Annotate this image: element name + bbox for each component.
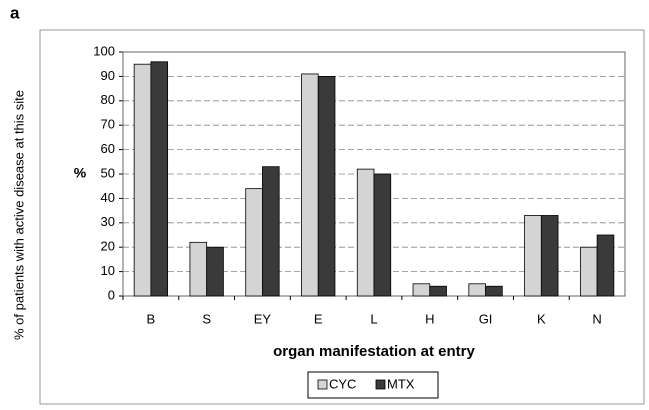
y-tick-label: 10 [101,263,115,278]
panel-label: a [10,3,20,22]
bar [150,61,169,297]
x-tick-label: E [314,311,323,326]
y-tick-label: 50 [101,165,115,180]
x-tick-label: L [370,311,377,326]
y-axis-unit: % [74,165,87,181]
bar [317,76,336,297]
y-tick-label: 20 [101,239,115,254]
x-tick-label: K [537,311,546,326]
bar [133,63,152,297]
legend-swatch [317,379,328,390]
y-tick-label: 90 [101,68,115,83]
bar [356,168,375,297]
legend-label: CYC [329,376,356,391]
x-tick-label: B [147,311,156,326]
bar [540,215,559,297]
bar [206,246,224,297]
bar [189,241,208,297]
x-tick-label: S [202,311,211,326]
x-tick-label: EY [254,311,272,326]
legend [307,371,439,399]
y-tick-label: 0 [108,287,115,302]
y-tick-label: 30 [101,214,115,229]
x-tick-label: H [425,311,434,326]
x-tick-label: N [592,311,601,326]
bar [579,246,598,297]
y-tick-label: 40 [101,190,115,205]
bar [245,188,263,297]
bar [301,73,319,297]
y-tick-label: 60 [101,141,115,156]
bar [429,285,447,297]
y-tick-label: 80 [101,92,115,107]
x-axis-title: organ manifestation at entry [273,343,475,360]
bar [485,285,503,297]
bar [524,215,542,297]
bar [468,283,486,297]
bar [412,283,431,297]
y-axis-title: % of patients with active disease at thi… [11,90,26,340]
bar [596,234,615,297]
legend-label: MTX [387,376,415,391]
bar [373,173,392,297]
x-tick-label: GI [479,311,493,326]
y-tick-label: 70 [101,117,115,132]
y-tick-label: 100 [93,43,115,58]
bar [262,166,280,297]
legend-swatch [375,379,386,390]
